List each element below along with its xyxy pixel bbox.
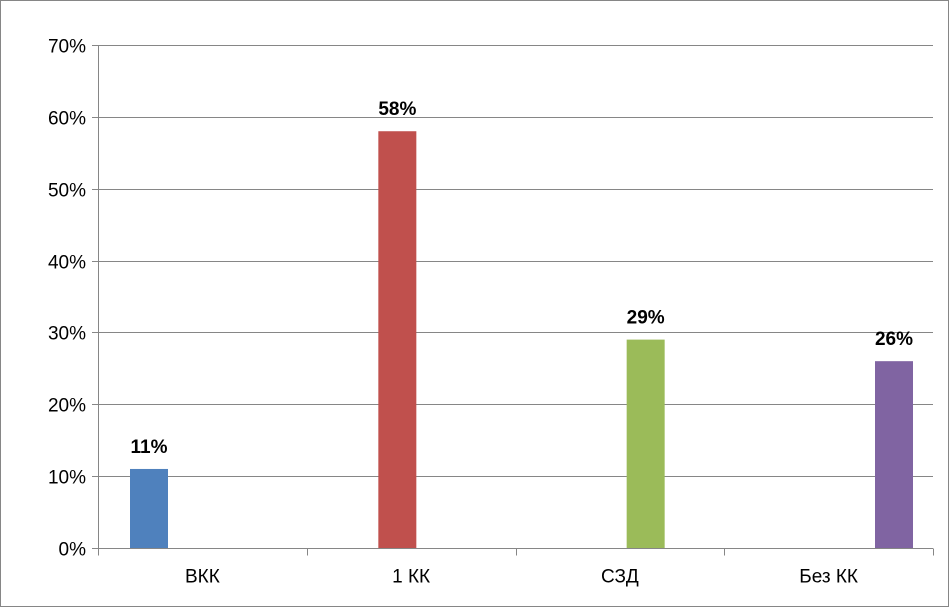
y-tick-label: 20%: [48, 396, 86, 417]
bar-1: [130, 468, 168, 548]
bar-3: [626, 339, 665, 548]
axes: [92, 45, 934, 556]
bar-2: [378, 131, 417, 548]
y-tick-label: 40%: [48, 253, 86, 274]
category-label: 1 КК: [392, 567, 430, 588]
gridlines: [98, 45, 933, 477]
data-label: 29%: [627, 308, 665, 329]
y-tick-label: 50%: [48, 181, 86, 202]
bars: [130, 131, 913, 548]
labels: 0% 10% 20% 30% 40% 50% 60% 70% 11% 58% 29% 26% ВКК 1 …: [48, 37, 913, 588]
data-label: 11%: [131, 437, 168, 458]
y-tick-label: 10%: [48, 468, 86, 489]
y-tick-label: 70%: [48, 37, 86, 58]
bar-4: [875, 361, 913, 548]
category-label: СЗД: [601, 567, 639, 588]
data-label: 26%: [875, 329, 913, 350]
data-label: 58%: [378, 99, 416, 120]
y-tick-label: 30%: [48, 324, 86, 345]
category-label: ВКК: [185, 567, 220, 588]
category-label: Без КК: [799, 567, 858, 588]
y-tick-label: 60%: [48, 109, 86, 130]
y-tick-label: 0%: [59, 540, 87, 561]
